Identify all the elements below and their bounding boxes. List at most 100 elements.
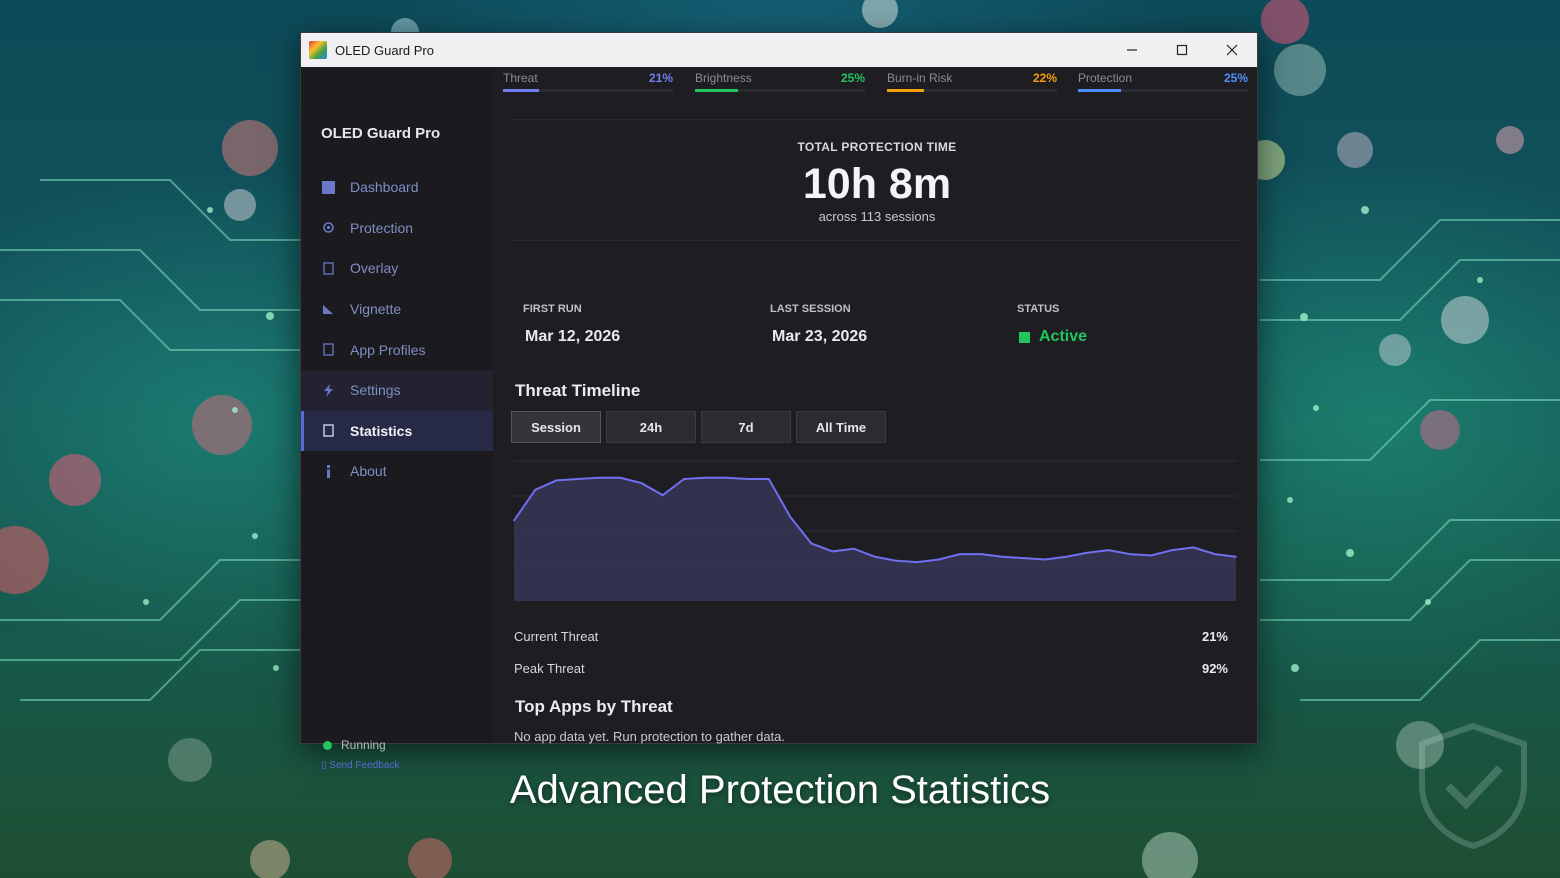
current-threat-value: 21% <box>1201 629 1228 644</box>
threat-point <box>1150 554 1152 557</box>
first-run-value: Mar 12, 2026 <box>525 328 621 345</box>
sidebar: OLED Guard Pro Dashboard Protection Over… <box>301 67 493 771</box>
maximize-button[interactable] <box>1157 33 1207 67</box>
threat-chart-svg <box>513 460 1237 601</box>
running-status: Running <box>323 738 386 752</box>
sidebar-item-label: Dashboard <box>350 179 419 196</box>
session-count: across 113 sessions <box>818 209 936 224</box>
metric-fill <box>695 89 738 92</box>
threat-point <box>555 479 558 482</box>
threat-point <box>831 550 834 553</box>
metric-brightness: Brightness 25% <box>695 71 865 93</box>
app-profiles-icon <box>321 343 335 357</box>
last-session: LAST SESSION Mar 23, 2026 <box>770 303 1010 346</box>
threat-point <box>980 553 982 555</box>
sidebar-item-label: Statistics <box>350 422 413 439</box>
metric-fill <box>1078 89 1121 92</box>
sidebar-item-dashboard[interactable]: Dashboard <box>301 167 493 208</box>
metric-label: Brightness <box>695 71 752 85</box>
metric-track <box>695 89 865 92</box>
tab-all-time[interactable]: All Time <box>796 411 886 443</box>
total-protection-caption: TOTAL PROTECTION TIME <box>797 140 957 154</box>
sidebar-item-settings[interactable]: Settings <box>301 369 493 411</box>
threat-point <box>619 476 621 479</box>
threat-point <box>1192 546 1195 549</box>
sidebar-item-label: Protection <box>350 219 414 236</box>
window-title: OLED Guard Pro <box>335 42 434 58</box>
sidebar-item-overlay[interactable]: Overlay <box>301 248 493 289</box>
threat-point <box>576 478 579 480</box>
tab-24h[interactable]: 24h <box>606 411 696 443</box>
top-apps-title: Top Apps by Threat <box>515 697 673 716</box>
threat-point <box>1235 555 1237 558</box>
metric-fill <box>887 89 925 92</box>
metric-label: Protection <box>1078 71 1133 85</box>
threat-point <box>683 478 685 480</box>
gear-icon <box>321 221 335 235</box>
timeline-tabs: Session 24h 7d All Time <box>511 411 891 443</box>
status-dot-icon <box>323 740 332 750</box>
sidebar-item-label: Vignette <box>350 301 402 318</box>
sidebar-item-vignette[interactable]: Vignette <box>301 289 493 330</box>
minimize-button[interactable] <box>1107 33 1157 67</box>
threat-timeline-title: Threat Timeline <box>515 381 641 400</box>
metric-track <box>1078 89 1248 92</box>
last-session-label: LAST SESSION <box>770 303 851 315</box>
title-bar[interactable]: OLED Guard Pro <box>301 33 1257 67</box>
threat-point <box>704 476 706 479</box>
threat-point <box>1044 558 1046 561</box>
threat-point <box>789 515 791 518</box>
threat-point <box>1086 551 1089 554</box>
last-session-value: Mar 23, 2026 <box>772 328 868 345</box>
vignette-icon <box>321 302 335 316</box>
maximize-icon <box>1176 44 1188 56</box>
peak-threat-value: 92% <box>1201 661 1228 676</box>
threat-point <box>1022 557 1025 559</box>
overlay-icon <box>321 261 335 275</box>
peak-threat-row: Peak Threat 92% <box>514 661 1228 676</box>
close-icon <box>1226 44 1238 56</box>
send-feedback-label: Send Feedback <box>329 760 400 771</box>
tab-session[interactable]: Session <box>511 411 601 443</box>
promo-caption: Advanced Protection Statistics <box>509 768 1051 812</box>
threat-point <box>895 560 898 562</box>
sidebar-nav: Dashboard Protection Overlay Vignette Ap… <box>301 167 493 492</box>
status-label: STATUS <box>1017 303 1060 315</box>
threat-point <box>1065 555 1067 558</box>
metric-fill <box>503 89 539 92</box>
metric-track <box>503 89 673 92</box>
sidebar-item-app-profiles[interactable]: App Profiles <box>301 329 493 370</box>
metric-threat: Threat 21% <box>503 71 673 93</box>
threat-point <box>513 519 515 522</box>
bokeh-lights <box>0 0 1524 878</box>
threat-point <box>746 478 749 480</box>
close-button[interactable] <box>1207 33 1257 67</box>
metric-track <box>887 89 1057 92</box>
metric-value: 22% <box>1032 71 1057 85</box>
metric-value: 25% <box>1223 71 1248 85</box>
circuit-nodes <box>143 206 1483 672</box>
status-square-icon <box>1019 331 1030 343</box>
info-icon <box>321 464 335 478</box>
tab-7d[interactable]: 7d <box>701 411 791 443</box>
threat-point <box>852 547 855 550</box>
threat-point <box>1129 553 1131 555</box>
sidebar-item-label: App Profiles <box>350 341 426 358</box>
metric-protection: Protection 25% <box>1078 71 1248 93</box>
metrics-bar: Threat 21% Brightness 25% Burn-in Risk 2… <box>493 67 1257 95</box>
threat-point <box>874 555 876 558</box>
circuit-lines <box>0 179 1560 701</box>
sidebar-item-label: About <box>350 463 387 480</box>
sidebar-item-label: Overlay <box>350 260 399 277</box>
sidebar-item-protection[interactable]: Protection <box>301 208 493 249</box>
sidebar-item-about[interactable]: About <box>301 451 493 492</box>
sidebar-item-label: Settings <box>350 382 401 399</box>
send-feedback-link[interactable]: ▯ Send Feedback <box>321 760 400 771</box>
sidebar-item-statistics[interactable]: Statistics <box>301 410 493 452</box>
threat-point <box>959 553 961 555</box>
statistics-icon <box>321 424 335 438</box>
metric-burn-in-risk: Burn-in Risk 22% <box>887 71 1057 93</box>
status-value: Active <box>1039 328 1088 345</box>
threat-point <box>661 494 664 496</box>
first-run-label: FIRST RUN <box>523 303 582 315</box>
